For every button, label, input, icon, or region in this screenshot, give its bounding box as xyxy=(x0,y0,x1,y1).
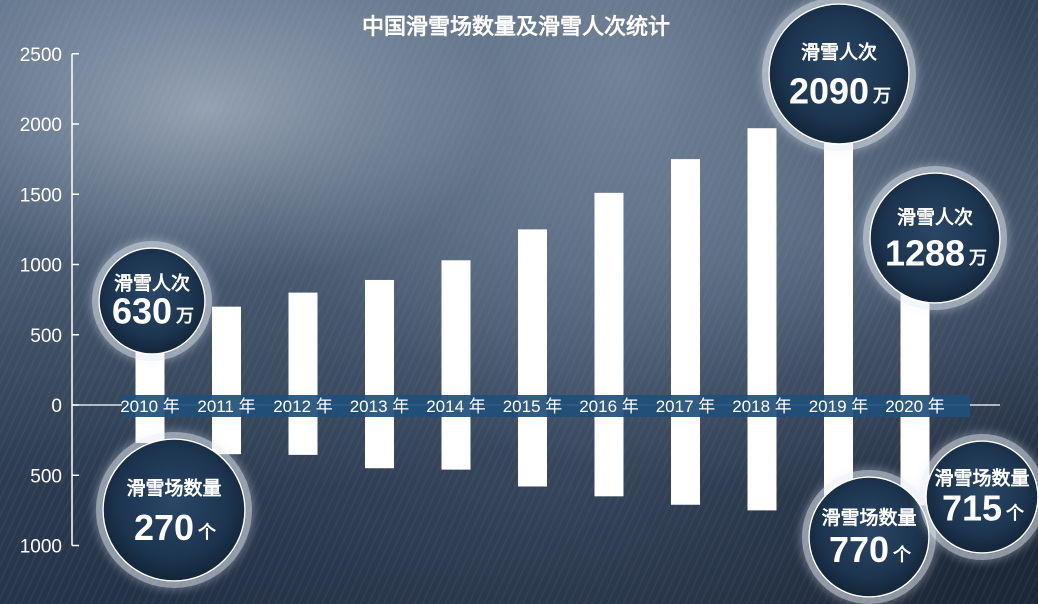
x-category-label: 2014 年 xyxy=(426,397,486,416)
bar-ski-resort-count xyxy=(518,405,547,487)
y-tick-label: 500 xyxy=(30,326,62,347)
bar-skier-visits xyxy=(518,229,547,405)
y-axis: 2500 2000 1500 1000 500 0 500 1000 xyxy=(20,45,79,558)
y-tick-label: 0 xyxy=(51,396,62,417)
bubble-value: 770 xyxy=(829,529,889,570)
bar-ski-resort-count xyxy=(671,405,700,505)
bubble-unit: 个 xyxy=(892,544,912,566)
bubble-unit: 万 xyxy=(175,306,194,327)
bubble-series-label: 滑雪场数量 xyxy=(934,467,1029,490)
y-tick-label: 2000 xyxy=(20,115,62,136)
x-category-label: 2018 年 xyxy=(732,397,792,416)
bar-ski-resort-count xyxy=(747,405,777,511)
bubble-unit: 万 xyxy=(968,248,987,269)
callout-bubble: 滑雪人次 1288 万 xyxy=(863,166,1007,310)
x-category-label: 2020 年 xyxy=(885,397,945,416)
bubble-series-label: 滑雪人次 xyxy=(897,206,973,229)
x-category-label: 2012 年 xyxy=(273,397,333,416)
bar-skier-visits xyxy=(288,292,318,405)
bubble-value: 270 xyxy=(134,507,194,548)
bubble-glow xyxy=(919,434,1038,560)
bar-skier-visits xyxy=(671,159,700,405)
bubble-circle xyxy=(768,3,910,145)
bubble-glow xyxy=(762,0,916,151)
bars xyxy=(135,111,930,514)
bubble-glow xyxy=(92,241,212,361)
year-band-background xyxy=(122,395,970,417)
bubble-unit: 个 xyxy=(1005,502,1025,524)
x-category-label: 2015 年 xyxy=(503,397,563,416)
year-label-band: 2010 年 2011 年 2012 年 2013 年 2014 年 2015 年 2016… xyxy=(72,395,1000,417)
x-category-label: 2011 年 xyxy=(197,397,255,416)
bubble-glow xyxy=(802,470,936,604)
bubble-series-label: 滑雪场数量 xyxy=(821,506,916,529)
bubble-value: 1288 xyxy=(885,232,965,273)
x-category-label: 2016 年 xyxy=(579,397,639,416)
y-tick-label: 1000 xyxy=(20,256,62,277)
bubble-circle xyxy=(869,172,1001,304)
bubble-series-label: 滑雪人次 xyxy=(114,271,190,294)
bar-skier-visits xyxy=(365,279,394,405)
y-tick-label: 2500 xyxy=(20,45,62,66)
bubble-glow xyxy=(863,166,1007,310)
bubble-unit: 个 xyxy=(197,521,217,543)
bubble-circle xyxy=(925,440,1038,554)
bubble-unit: 万 xyxy=(872,86,891,107)
x-category-label: 2019 年 xyxy=(809,397,869,416)
x-category-label: 2010 年 xyxy=(120,397,180,416)
callout-bubble: 滑雪场数量 270 个 xyxy=(96,432,252,588)
bubble-circle xyxy=(808,476,930,598)
y-tick-label: 1000 xyxy=(20,537,62,558)
bubble-circle xyxy=(102,438,246,582)
callout-bubble: 滑雪人次 2090 万 xyxy=(762,0,916,151)
chart-title: 中国滑雪场数量及滑雪人次统计 xyxy=(362,14,670,40)
bar-skier-visits xyxy=(441,260,471,405)
x-category-label: 2017 年 xyxy=(656,397,716,416)
y-tick-label: 1500 xyxy=(20,185,62,206)
bubble-series-label: 滑雪人次 xyxy=(801,41,877,64)
x-category-label: 2013 年 xyxy=(350,397,410,416)
bar-skier-visits xyxy=(747,128,777,405)
bar-skier-visits xyxy=(594,192,624,405)
bar-skier-visits xyxy=(824,111,853,405)
bubble-circle xyxy=(98,247,206,355)
bubble-glow xyxy=(96,432,252,588)
bubble-series-label: 滑雪场数量 xyxy=(126,476,221,499)
bar-ski-resort-count xyxy=(594,405,624,497)
y-tick-label: 500 xyxy=(30,466,62,487)
bubble-value: 2090 xyxy=(789,70,869,111)
bar-skier-visits xyxy=(212,306,241,405)
bubble-value: 630 xyxy=(112,290,172,331)
bubble-value: 715 xyxy=(942,488,1002,529)
